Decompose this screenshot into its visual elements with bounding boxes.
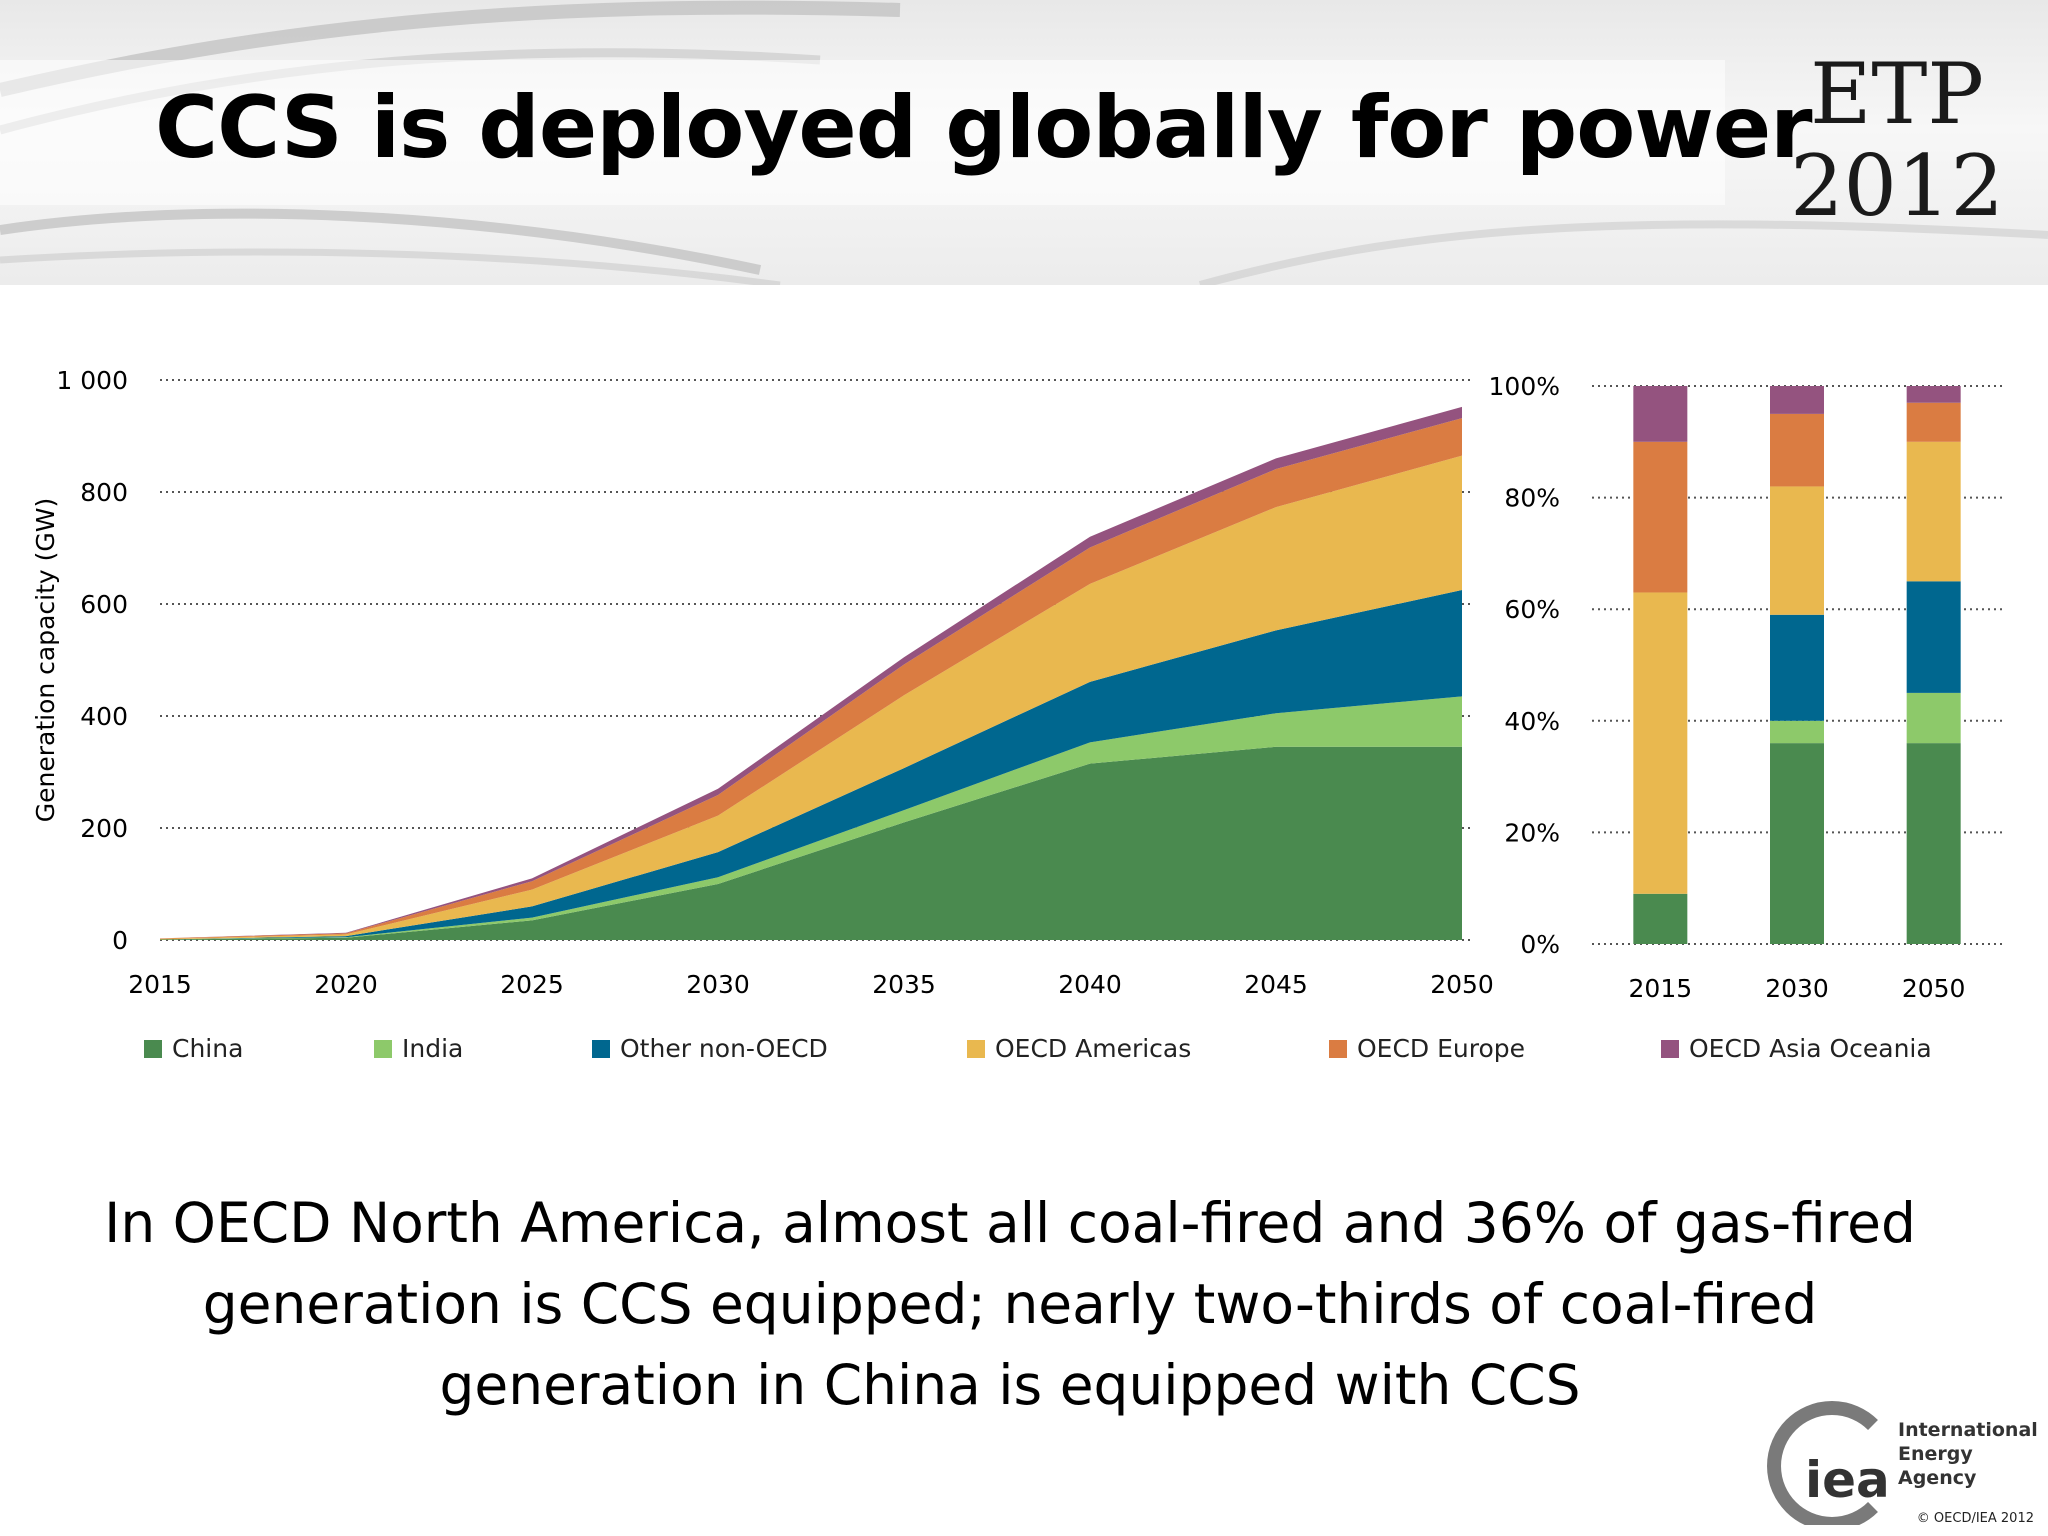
area-series-china (160, 746, 1462, 940)
bar-chart-x-ticks: 2015 2030 2050 (1629, 974, 1966, 1003)
bar-segment-other-non-oecd (1906, 581, 1961, 693)
bar-segment-oecd-americas (1770, 486, 1824, 615)
bar-chart-y-ticks: 0% 20% 40% 60% 80% 100% (1489, 372, 1560, 959)
area-chart-layers (160, 406, 1462, 940)
bar-y-tick-label: 80% (1504, 484, 1560, 513)
area-chart-y-ticks: 0 200 400 600 800 1 000 (56, 366, 128, 955)
legend-label-china: China (172, 1034, 243, 1063)
bar-segment-oecd-asia-oceania (1906, 386, 1961, 403)
legend-swatch-oecd-americas (967, 1040, 985, 1058)
iea-logo: iea (1766, 1401, 1890, 1525)
bar-segment-china (1633, 893, 1688, 944)
copyright-notice: © OECD/IEA 2012 (1916, 1511, 2034, 1526)
legend-label-oecd-americas: OECD Americas (995, 1034, 1191, 1063)
area-series-oecd-americas (160, 455, 1462, 940)
bar-y-tick-label: 60% (1504, 595, 1560, 624)
area-x-tick-label: 2035 (872, 970, 936, 999)
legend-swatch-oecd-asia-oceania (1661, 1040, 1679, 1058)
area-y-tick-label: 200 (80, 814, 128, 843)
area-y-tick-label: 600 (80, 590, 128, 619)
bar-segment-oecd-asia-oceania (1770, 386, 1824, 414)
legend-label-other-non-oecd: Other non-OECD (620, 1034, 828, 1063)
legend-swatch-india (374, 1040, 392, 1058)
area-x-tick-label: 2025 (500, 970, 564, 999)
bar-segment-oecd-europe (1633, 441, 1688, 593)
bar-segment-india (1906, 692, 1961, 744)
bar-y-tick-label: 0% (1520, 930, 1560, 959)
area-y-tick-label: 1 000 (56, 366, 128, 395)
area-series-india (160, 696, 1462, 940)
bar-segment-oecd-americas (1633, 592, 1688, 894)
bar-y-tick-label: 40% (1504, 707, 1560, 736)
bar-y-tick-label: 20% (1504, 818, 1560, 847)
bar-segment-oecd-asia-oceania (1633, 386, 1688, 442)
area-chart-y-axis-label: Generation capacity (GW) (31, 498, 60, 823)
area-x-tick-label: 2050 (1430, 970, 1494, 999)
bar-segment-oecd-americas (1906, 441, 1961, 582)
slide-title: CCS is deployed globally for power (155, 78, 1813, 178)
area-y-tick-label: 800 (80, 478, 128, 507)
bar-x-tick-label: 2015 (1629, 974, 1693, 1003)
iea-name: International Energy Agency (1898, 1418, 2048, 1490)
bar-y-tick-label: 100% (1489, 372, 1560, 401)
badge-line-1: ETP (1810, 45, 1984, 143)
bar-segment-oecd-europe (1770, 413, 1824, 487)
legend-label-oecd-asia-oceania: OECD Asia Oceania (1689, 1034, 1932, 1063)
iea-name-line-1: International (1898, 1419, 2038, 1441)
bar-x-tick-label: 2030 (1765, 974, 1829, 1003)
legend-label-india: India (402, 1034, 463, 1063)
badge-line-2: 2012 (1790, 137, 2004, 235)
bar-segment-oecd-europe (1906, 402, 1961, 442)
area-series-oecd-europe (160, 418, 1462, 939)
area-x-tick-label: 2015 (128, 970, 192, 999)
bar-segment-china (1770, 743, 1824, 944)
chart-legend: China India Other non-OECD OECD Americas OEC… (144, 1034, 1932, 1063)
iea-logo-text: iea (1805, 1451, 1890, 1509)
area-x-tick-label: 2040 (1058, 970, 1122, 999)
area-x-tick-label: 2030 (686, 970, 750, 999)
legend-label-oecd-europe: OECD Europe (1357, 1034, 1525, 1063)
area-chart-x-ticks: 2015 2020 2025 2030 2035 2040 2045 2050 (128, 970, 1494, 999)
bar-segment-other-non-oecd (1770, 614, 1824, 721)
area-series-other-non-oecd (160, 590, 1462, 940)
chart-area: 0 200 400 600 800 1 000 2015 2020 2025 2030 2035 2… (0, 300, 2048, 1104)
bar-x-tick-label: 2050 (1902, 974, 1966, 1003)
legend-swatch-other-non-oecd (592, 1040, 610, 1058)
bar-chart-stacks (1633, 386, 1961, 944)
area-x-tick-label: 2045 (1244, 970, 1308, 999)
title-band (0, 60, 1725, 205)
legend-swatch-oecd-europe (1329, 1040, 1347, 1058)
iea-name-line-2: Energy Agency (1898, 1443, 1977, 1489)
bar-segment-india (1770, 720, 1824, 744)
etp-badge: ETP 2012 (1782, 48, 2012, 232)
slide-caption: In OECD North America, almost all coal-f… (104, 1191, 1916, 1417)
legend-swatch-china (144, 1040, 162, 1058)
area-y-tick-label: 400 (80, 702, 128, 731)
area-y-tick-label: 0 (112, 926, 128, 955)
header-banner: CCS is deployed globally for power ETP 2… (0, 0, 2048, 285)
area-x-tick-label: 2020 (314, 970, 378, 999)
bar-segment-china (1906, 743, 1961, 944)
